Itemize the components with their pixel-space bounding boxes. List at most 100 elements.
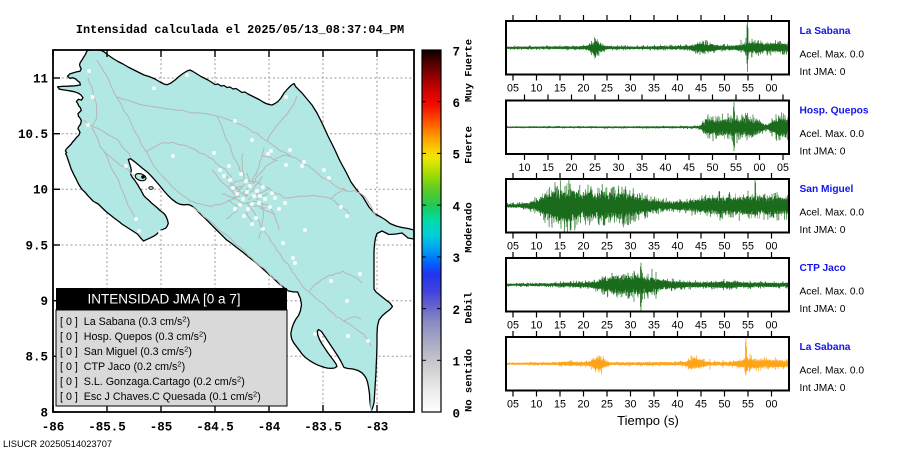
svg-text:35: 35 (648, 83, 660, 95)
svg-text:25: 25 (601, 399, 613, 411)
svg-text:9: 9 (40, 295, 48, 309)
svg-text:La Sabana: La Sabana (800, 342, 851, 353)
svg-text:45: 45 (695, 83, 707, 95)
svg-text:30: 30 (625, 320, 637, 332)
svg-text:50: 50 (719, 241, 731, 253)
svg-text:50: 50 (719, 399, 731, 411)
svg-text:3: 3 (453, 252, 461, 266)
svg-text:[ 0 ] CTP Jaco (0.2 cm/s2): [ 0 ] CTP Jaco (0.2 cm/s2) (60, 360, 185, 374)
svg-text:50: 50 (707, 162, 719, 174)
svg-text:8.5: 8.5 (25, 351, 48, 365)
svg-text:20: 20 (578, 320, 590, 332)
svg-text:05: 05 (507, 241, 519, 253)
svg-text:LISUCR 20250514023707: LISUCR 20250514023707 (3, 439, 112, 449)
svg-text:35: 35 (648, 241, 660, 253)
svg-text:Acel. Max. 0.0: Acel. Max. 0.0 (800, 208, 865, 219)
svg-text:Acel. Max. 0.0: Acel. Max. 0.0 (800, 50, 865, 61)
svg-text:00: 00 (766, 399, 778, 411)
svg-text:-83.5: -83.5 (304, 421, 342, 435)
svg-text:[ 0 ] Hosp. Quepos (0.3 cm/s2: [ 0 ] Hosp. Quepos (0.3 cm/s2) (60, 330, 207, 344)
svg-text:No sentido: No sentido (464, 349, 476, 412)
svg-text:Fuerte: Fuerte (464, 126, 476, 164)
svg-text:1: 1 (453, 356, 461, 370)
svg-text:05: 05 (507, 399, 519, 411)
svg-text:00: 00 (766, 83, 778, 95)
svg-text:50: 50 (719, 320, 731, 332)
svg-text:20: 20 (578, 83, 590, 95)
svg-text:[ 0 ] La Sabana (0.3 cm/s2): [ 0 ] La Sabana (0.3 cm/s2) (60, 315, 190, 329)
svg-text:05: 05 (777, 162, 789, 174)
svg-text:50: 50 (719, 83, 731, 95)
svg-text:35: 35 (648, 399, 660, 411)
svg-text:45: 45 (695, 399, 707, 411)
svg-text:15: 15 (554, 241, 566, 253)
svg-text:20: 20 (578, 399, 590, 411)
svg-text:4: 4 (453, 200, 461, 214)
svg-text:INTENSIDAD JMA [0 a 7]: INTENSIDAD JMA [0 a 7] (87, 292, 240, 307)
svg-text:[ 0 ] S.L. Gonzaga.Cartago (0: [ 0 ] S.L. Gonzaga.Cartago (0.2 cm/s2) (60, 375, 245, 389)
svg-text:55: 55 (742, 83, 754, 95)
svg-text:40: 40 (672, 399, 684, 411)
svg-text:40: 40 (672, 83, 684, 95)
svg-text:Moderado: Moderado (464, 202, 476, 252)
svg-text:0: 0 (453, 407, 461, 421)
svg-text:CTP Jaco: CTP Jaco (800, 263, 846, 274)
svg-text:40: 40 (660, 162, 672, 174)
svg-text:20: 20 (566, 162, 578, 174)
svg-text:00: 00 (766, 241, 778, 253)
svg-text:25: 25 (589, 162, 601, 174)
svg-text:6: 6 (453, 97, 461, 111)
svg-text:-85.5: -85.5 (88, 421, 126, 435)
svg-text:35: 35 (648, 320, 660, 332)
svg-text:Muy Fuerte: Muy Fuerte (464, 39, 476, 102)
svg-text:Int JMA: 0: Int JMA: 0 (800, 67, 846, 78)
svg-text:35: 35 (636, 162, 648, 174)
svg-text:Acel. Max. 0.0: Acel. Max. 0.0 (800, 287, 865, 298)
svg-text:30: 30 (625, 241, 637, 253)
svg-text:45: 45 (695, 320, 707, 332)
svg-text:-86: -86 (42, 421, 65, 435)
svg-text:10: 10 (33, 184, 48, 198)
svg-text:30: 30 (613, 162, 625, 174)
svg-text:11: 11 (33, 72, 48, 86)
svg-text:Int JMA: 0: Int JMA: 0 (800, 146, 846, 157)
svg-text:05: 05 (507, 320, 519, 332)
svg-text:20: 20 (578, 241, 590, 253)
svg-text:-83: -83 (366, 421, 389, 435)
svg-text:15: 15 (554, 320, 566, 332)
svg-text:Acel. Max. 0.0: Acel. Max. 0.0 (800, 129, 865, 140)
svg-text:Intensidad calculada el 2025/0: Intensidad calculada el 2025/05/13_08:37… (76, 23, 404, 37)
svg-text:2: 2 (453, 304, 461, 318)
svg-text:9.5: 9.5 (25, 239, 48, 253)
svg-text:15: 15 (554, 399, 566, 411)
svg-text:10: 10 (531, 241, 543, 253)
svg-text:40: 40 (672, 241, 684, 253)
svg-text:Debil: Debil (464, 292, 476, 324)
svg-text:55: 55 (742, 320, 754, 332)
svg-text:7: 7 (453, 45, 461, 59)
svg-text:[ 0 ] Esc J Chaves.C Quesada: [ 0 ] Esc J Chaves.C Quesada (0.1 cm/s2) (60, 390, 261, 404)
svg-text:40: 40 (672, 320, 684, 332)
svg-text:10: 10 (531, 83, 543, 95)
svg-text:25: 25 (601, 241, 613, 253)
svg-text:55: 55 (742, 241, 754, 253)
svg-text:-85: -85 (150, 421, 173, 435)
svg-text:Hosp. Quepos: Hosp. Quepos (800, 106, 869, 117)
svg-text:45: 45 (695, 241, 707, 253)
svg-text:55: 55 (742, 399, 754, 411)
svg-text:San Miguel: San Miguel (800, 184, 854, 195)
svg-text:Int JMA: 0: Int JMA: 0 (800, 225, 846, 236)
svg-text:5: 5 (453, 149, 461, 163)
svg-text:8: 8 (40, 406, 48, 420)
svg-text:45: 45 (683, 162, 695, 174)
svg-text:15: 15 (554, 83, 566, 95)
svg-text:[ 0 ] San Miguel (0.3 cm/s2): [ 0 ] San Miguel (0.3 cm/s2) (60, 345, 192, 359)
svg-text:-84.5: -84.5 (196, 421, 234, 435)
svg-text:25: 25 (601, 320, 613, 332)
svg-text:Tiempo (s): Tiempo (s) (617, 413, 679, 428)
svg-text:55: 55 (730, 162, 742, 174)
svg-text:Int JMA: 0: Int JMA: 0 (800, 304, 846, 315)
svg-text:10: 10 (531, 320, 543, 332)
svg-text:00: 00 (766, 320, 778, 332)
svg-text:La Sabana: La Sabana (800, 26, 851, 37)
